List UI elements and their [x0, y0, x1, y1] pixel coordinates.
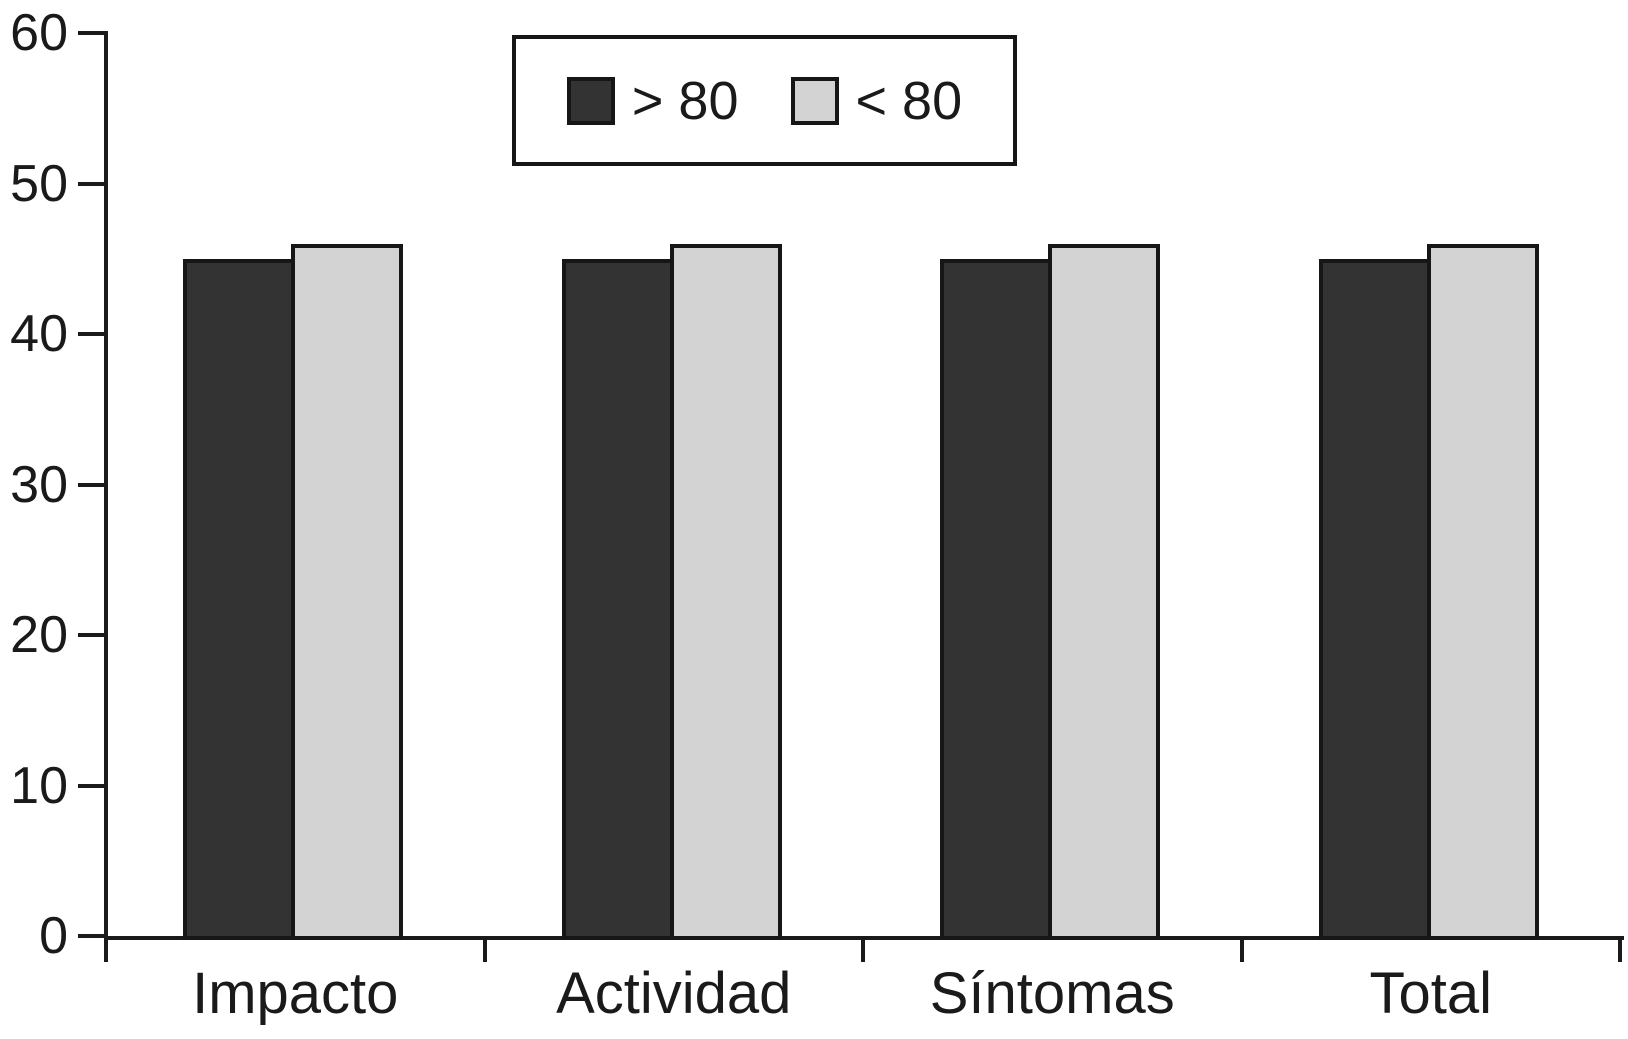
bar-gt-80-síntomas	[940, 258, 1053, 940]
y-axis-tick-label: 60	[10, 4, 68, 62]
x-axis-category-label: Actividad	[556, 961, 792, 1026]
y-axis-tick	[78, 181, 106, 186]
x-axis-tick	[1618, 936, 1622, 962]
bar-gt-80-impacto	[183, 258, 296, 940]
x-axis-category-label: Impacto	[192, 961, 399, 1026]
x-axis-tick	[104, 936, 108, 962]
y-axis-tick	[78, 332, 106, 336]
y-axis-tick	[78, 783, 106, 788]
y-axis-tick	[78, 482, 106, 487]
x-axis-tick	[1239, 936, 1244, 962]
x-axis-category-label: Síntomas	[929, 961, 1175, 1026]
legend-swatch-gt-80	[566, 76, 615, 125]
y-axis-tick-label: 50	[10, 154, 68, 213]
bar-lt-80-actividad	[669, 243, 782, 940]
y-axis-tick	[78, 633, 106, 637]
legend-swatch-lt-80	[790, 76, 839, 125]
y-axis-tick-label: 0	[39, 907, 68, 965]
y-axis-tick	[78, 934, 106, 938]
x-axis-tick	[861, 936, 865, 962]
y-axis-tick-label: 10	[10, 756, 68, 815]
y-axis-tick-label: 40	[10, 305, 68, 363]
bar-lt-80-total	[1426, 243, 1539, 940]
bar-gt-80-total	[1318, 258, 1431, 940]
bar-gt-80-actividad	[561, 258, 674, 940]
x-axis-tick	[482, 936, 487, 962]
y-axis-tick-label: 30	[10, 455, 68, 514]
y-axis-tick-label: 20	[10, 606, 68, 664]
legend-label-lt-80: < 80	[855, 70, 963, 131]
y-axis	[104, 31, 108, 940]
bar-lt-80-síntomas	[1048, 243, 1161, 940]
y-axis-tick	[78, 31, 106, 35]
x-axis-category-label: Total	[1369, 961, 1493, 1026]
legend-label-gt-80: > 80	[631, 70, 739, 131]
bar-lt-80-impacto	[291, 243, 404, 940]
legend: > 80 < 80	[512, 35, 1017, 166]
